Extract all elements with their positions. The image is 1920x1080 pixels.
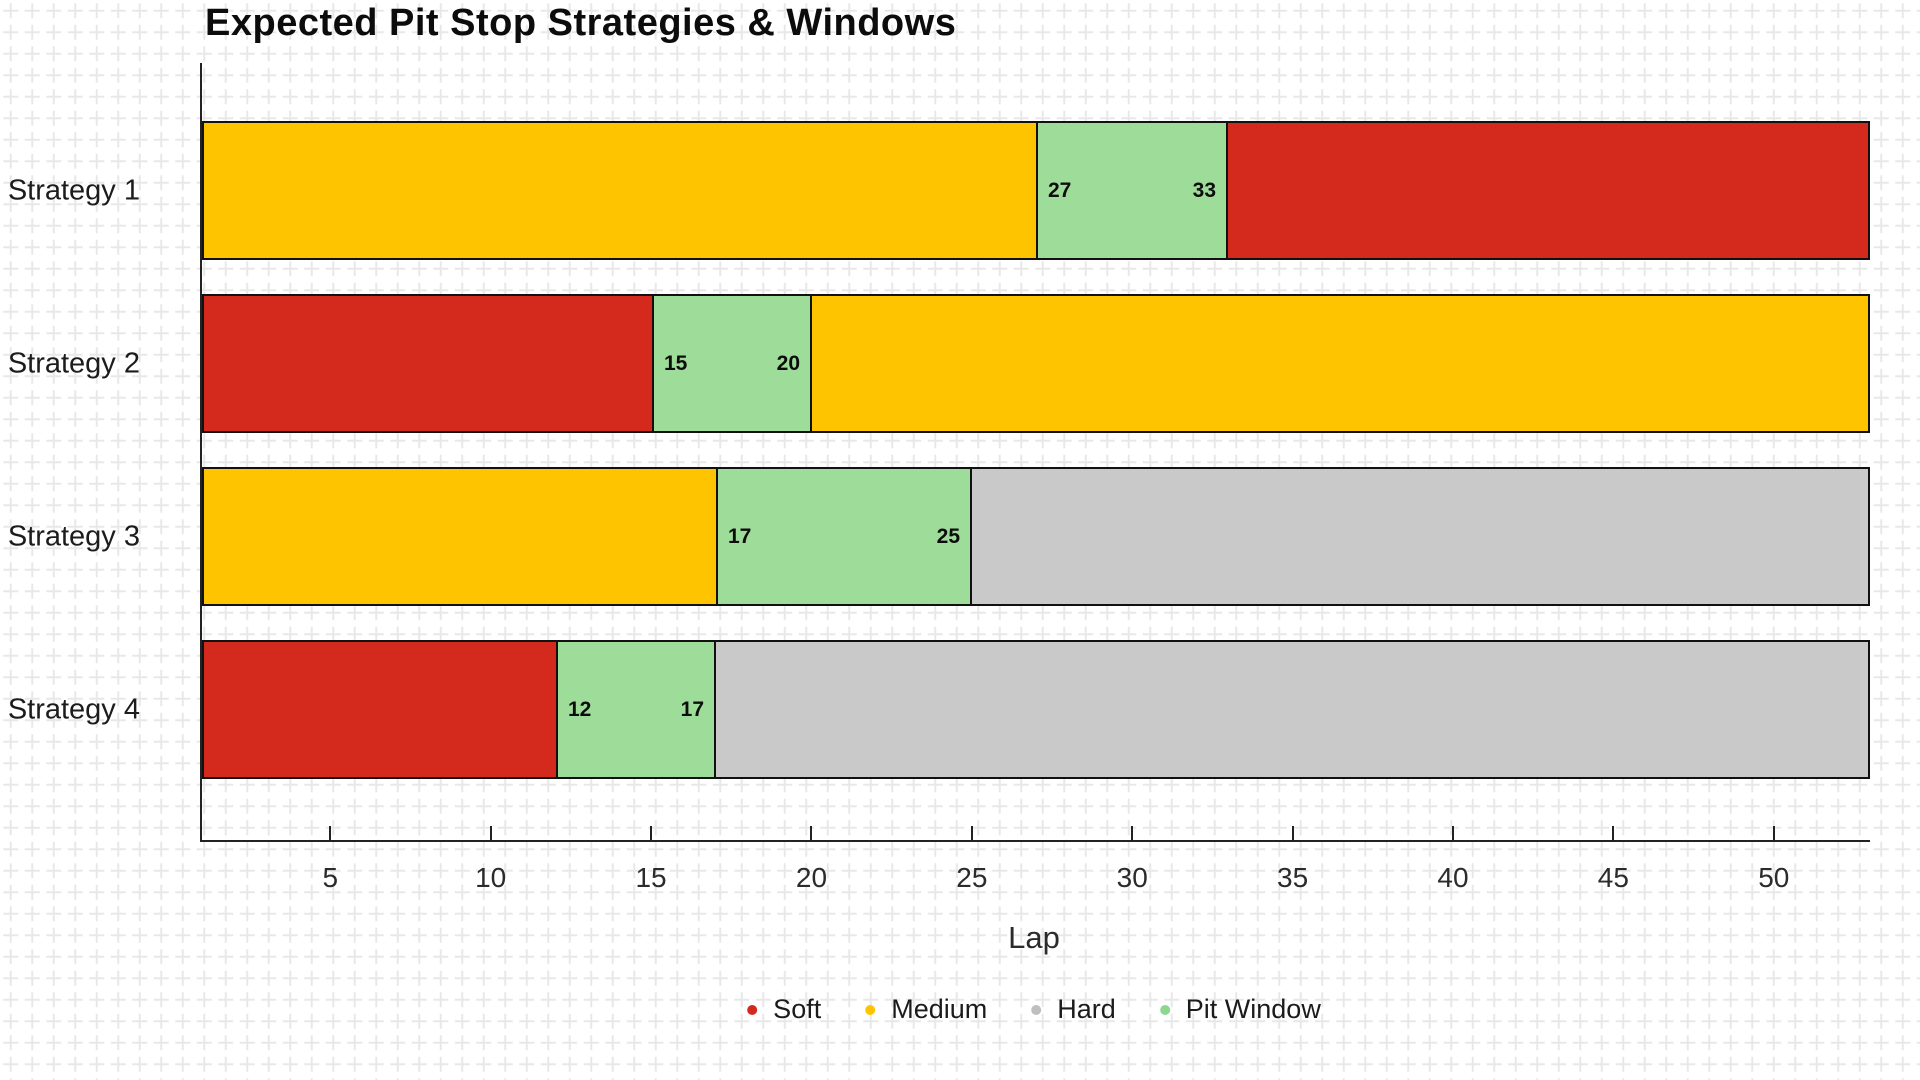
x-axis-tick-label: 35 [1277,862,1309,893]
x-axis-tick-label: 5 [322,862,339,893]
bar-row: 27 33 [202,121,1870,260]
x-axis-tick-label: 45 [1597,862,1629,893]
x-axis-tick-label: 15 [635,862,667,893]
x-axis-tick [1452,826,1454,840]
x-axis-tick-label: 40 [1437,862,1469,893]
legend: Soft Medium Hard Pit Window [747,994,1321,1025]
pit-window-end-label: 17 [680,697,704,721]
legend-item-medium: Medium [865,994,987,1025]
x-axis-tick [1612,826,1615,840]
x-axis-tick-label: 25 [956,862,988,893]
y-axis-category-label: Strategy 2 [7,347,140,379]
pit-window-start-label: 17 [728,524,752,548]
x-axis-tick [810,826,813,840]
pit-window-start-label: 27 [1048,178,1072,202]
x-axis-tick [489,826,492,840]
x-axis-tick [970,826,973,840]
x-axis-tick [1772,826,1775,840]
x-axis-tick [1131,826,1134,840]
stint-segment-hard [972,469,1868,604]
plot-area: 27 33 Strategy 1 15 20 Strategy 2 17 25 Strategy… [8,63,1870,893]
stint-segment-medium [204,123,1036,258]
x-axis-tick-label: 30 [1116,862,1148,893]
x-axis-tick [1291,826,1294,840]
legend-label: Pit Window [1185,994,1321,1024]
stint-segment-medium [204,469,716,604]
stint-segment-medium [812,296,1868,431]
legend-item-hard: Hard [1031,994,1116,1025]
x-axis-tick-label: 20 [795,862,828,893]
pit-window-segment: 12 17 [556,642,716,777]
pit-window-legend-dot-icon [1159,1004,1170,1015]
stint-segment-soft [1228,123,1868,258]
pit-window-segment: 15 20 [652,296,812,431]
stint-segment-hard [716,642,1868,777]
legend-label: Soft [773,994,822,1024]
chart-title: Expected Pit Stop Strategies & Windows [205,2,957,44]
legend-item-soft: Soft [747,994,821,1025]
x-axis-tick [650,826,653,840]
stint-segment-soft [204,296,652,431]
bar-row: 12 17 [202,640,1870,779]
pit-window-end-label: 33 [1192,178,1216,202]
legend-item-pit-window: Pit Window [1159,994,1321,1025]
y-axis-category-label: Strategy 1 [7,174,140,206]
pit-window-start-label: 15 [664,351,688,375]
hard-legend-dot-icon [1031,1004,1042,1015]
bar-row: 15 20 [202,294,1870,433]
bar-row: 17 25 [202,467,1870,606]
pit-window-start-label: 12 [568,697,592,721]
x-axis-tick-label: 10 [475,862,507,893]
y-axis-category-label: Strategy 3 [7,520,140,552]
pit-window-end-label: 25 [936,524,960,548]
pit-window-segment: 17 25 [716,469,972,604]
stint-segment-soft [204,642,556,777]
x-axis-tick [329,826,332,840]
medium-legend-dot-icon [865,1004,876,1015]
y-axis-category-label: Strategy 4 [7,693,140,725]
x-axis-tick-label: 50 [1758,862,1790,893]
pit-window-segment: 27 33 [1036,123,1228,258]
soft-legend-dot-icon [747,1004,758,1015]
pit-window-end-label: 20 [776,351,800,375]
x-axis-title: Lap [1008,920,1060,955]
legend-label: Medium [891,994,988,1024]
legend-label: Hard [1057,994,1116,1024]
